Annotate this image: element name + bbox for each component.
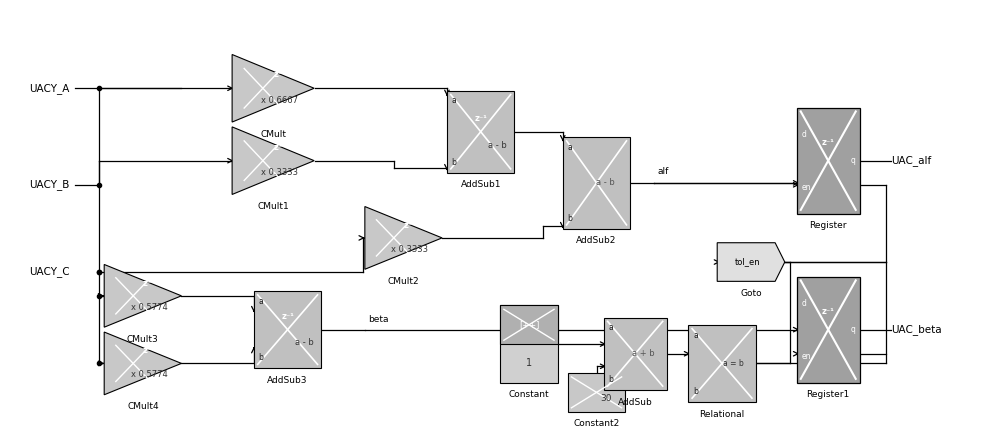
Text: CMult: CMult bbox=[260, 130, 286, 139]
Text: x 0.6667: x 0.6667 bbox=[261, 96, 298, 105]
Text: a = b: a = b bbox=[723, 359, 744, 368]
Text: UACY_B: UACY_B bbox=[29, 179, 69, 190]
Text: Constant2: Constant2 bbox=[573, 420, 620, 429]
Text: z⁻¹: z⁻¹ bbox=[274, 143, 286, 152]
Text: z⁻¹: z⁻¹ bbox=[281, 312, 294, 321]
Text: z⁻¹: z⁻¹ bbox=[403, 221, 416, 230]
Text: b: b bbox=[259, 353, 264, 363]
Text: CMult3: CMult3 bbox=[127, 335, 159, 344]
Text: z⁻¹: z⁻¹ bbox=[143, 279, 156, 288]
FancyBboxPatch shape bbox=[500, 305, 558, 344]
Text: z⁻¹: z⁻¹ bbox=[822, 308, 835, 317]
Text: en: en bbox=[802, 352, 811, 361]
FancyBboxPatch shape bbox=[797, 108, 860, 214]
Text: AddSub2: AddSub2 bbox=[576, 236, 617, 245]
Text: 30: 30 bbox=[600, 394, 612, 403]
Text: a: a bbox=[259, 297, 263, 306]
Text: AddSub: AddSub bbox=[618, 398, 653, 407]
Text: a: a bbox=[609, 323, 613, 332]
Text: z⁻¹: z⁻¹ bbox=[474, 114, 487, 123]
Text: a: a bbox=[452, 97, 456, 106]
Text: x 0.3333: x 0.3333 bbox=[261, 169, 298, 178]
Polygon shape bbox=[365, 206, 442, 269]
Text: Relational: Relational bbox=[699, 410, 745, 419]
Text: [++]: [++] bbox=[519, 320, 539, 329]
Text: CMult2: CMult2 bbox=[388, 277, 419, 286]
Text: x 0.5774: x 0.5774 bbox=[131, 303, 168, 312]
Text: Goto: Goto bbox=[740, 289, 762, 298]
FancyBboxPatch shape bbox=[797, 277, 860, 383]
Text: AddSub3: AddSub3 bbox=[267, 376, 308, 385]
Text: UAC_alf: UAC_alf bbox=[891, 155, 931, 166]
FancyBboxPatch shape bbox=[500, 305, 558, 383]
Text: z⁻¹: z⁻¹ bbox=[822, 139, 835, 148]
Text: q: q bbox=[851, 325, 856, 334]
Text: 1: 1 bbox=[526, 358, 532, 369]
Text: b: b bbox=[693, 387, 698, 396]
FancyBboxPatch shape bbox=[604, 317, 667, 390]
Text: CMult1: CMult1 bbox=[257, 202, 289, 211]
Text: x 0.3333: x 0.3333 bbox=[391, 245, 428, 254]
FancyBboxPatch shape bbox=[688, 325, 756, 402]
Text: a - b: a - b bbox=[295, 338, 314, 347]
Text: x 0.5774: x 0.5774 bbox=[131, 370, 168, 379]
Polygon shape bbox=[717, 243, 785, 281]
FancyBboxPatch shape bbox=[447, 91, 514, 173]
Text: a: a bbox=[568, 143, 572, 152]
Text: a + b: a + b bbox=[632, 349, 654, 358]
Text: z⁻¹: z⁻¹ bbox=[274, 70, 286, 79]
Text: d: d bbox=[802, 299, 807, 308]
Polygon shape bbox=[104, 264, 181, 327]
Text: b: b bbox=[452, 158, 457, 167]
Text: alf: alf bbox=[657, 167, 669, 176]
Text: a - b: a - b bbox=[596, 178, 614, 187]
Text: Register1: Register1 bbox=[807, 390, 850, 399]
Text: b: b bbox=[568, 214, 572, 223]
Text: en: en bbox=[802, 183, 811, 192]
Text: UAC_beta: UAC_beta bbox=[891, 324, 942, 335]
Text: a - b: a - b bbox=[488, 141, 507, 150]
FancyBboxPatch shape bbox=[254, 291, 321, 368]
Text: beta: beta bbox=[368, 315, 388, 324]
Text: UACY_C: UACY_C bbox=[29, 266, 70, 277]
Text: d: d bbox=[802, 130, 807, 139]
Text: b: b bbox=[609, 375, 613, 384]
Polygon shape bbox=[232, 127, 314, 194]
Polygon shape bbox=[232, 54, 314, 122]
Text: UACY_A: UACY_A bbox=[29, 83, 69, 94]
Text: CMult4: CMult4 bbox=[127, 402, 159, 411]
Text: q: q bbox=[851, 156, 856, 165]
FancyBboxPatch shape bbox=[568, 373, 625, 412]
Text: Constant: Constant bbox=[509, 390, 549, 399]
Text: Register: Register bbox=[809, 221, 847, 230]
Text: AddSub1: AddSub1 bbox=[460, 181, 501, 190]
Text: a: a bbox=[693, 331, 698, 340]
Polygon shape bbox=[104, 332, 181, 395]
Text: tol_en: tol_en bbox=[735, 257, 761, 266]
Text: z⁻¹: z⁻¹ bbox=[143, 346, 156, 355]
FancyBboxPatch shape bbox=[563, 137, 630, 229]
